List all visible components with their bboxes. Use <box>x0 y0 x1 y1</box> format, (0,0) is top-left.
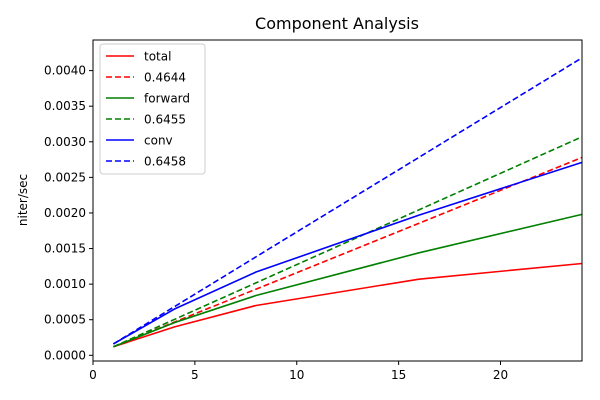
legend: total 0.4644 forward 0.6455 conv 0.6458 <box>99 43 206 175</box>
series-line-5 <box>112 161 583 345</box>
x-tick-label: 5 <box>191 368 199 382</box>
legend-label-4: 0.6455 <box>144 113 186 127</box>
series-line-6 <box>112 57 583 345</box>
legend-label-1: total <box>144 50 171 64</box>
legend-label-6: 0.6458 <box>144 155 186 169</box>
y-axis-label: niter/sec <box>16 174 30 226</box>
y-tick-label: 0.0020 <box>44 206 86 220</box>
legend-label-5: conv <box>144 134 173 148</box>
y-tick-label: 0.0035 <box>44 99 86 113</box>
y-tick-label: 0.0000 <box>44 348 86 362</box>
y-axis: 0.0000 0.0005 0.0010 0.0015 0.0020 0.0025 0.00… <box>44 64 93 362</box>
series-line-2 <box>113 156 583 348</box>
y-tick-label: 0.0005 <box>44 313 86 327</box>
y-tick-label: 0.0030 <box>44 135 86 149</box>
x-axis: 0 5 10 15 20 <box>89 361 508 382</box>
series-line-3 <box>113 213 583 348</box>
y-tick-label: 0.0010 <box>44 277 86 291</box>
plot-frame <box>92 39 583 362</box>
series-line-1 <box>113 262 583 348</box>
series-group <box>112 57 583 348</box>
legend-label-2: 0.4644 <box>144 71 186 85</box>
chart-title: Component Analysis <box>255 14 419 33</box>
x-tick-label: 15 <box>391 368 406 382</box>
y-tick-label: 0.0025 <box>44 170 86 184</box>
x-tick-label: 10 <box>289 368 304 382</box>
plot-border <box>92 39 583 362</box>
x-tick-label: 20 <box>493 368 508 382</box>
legend-label-3: forward <box>144 92 190 106</box>
series-line-4 <box>113 136 583 348</box>
x-tick-label: 0 <box>89 368 97 382</box>
y-tick-label: 0.0040 <box>44 64 86 78</box>
y-tick-label: 0.0015 <box>44 242 86 256</box>
